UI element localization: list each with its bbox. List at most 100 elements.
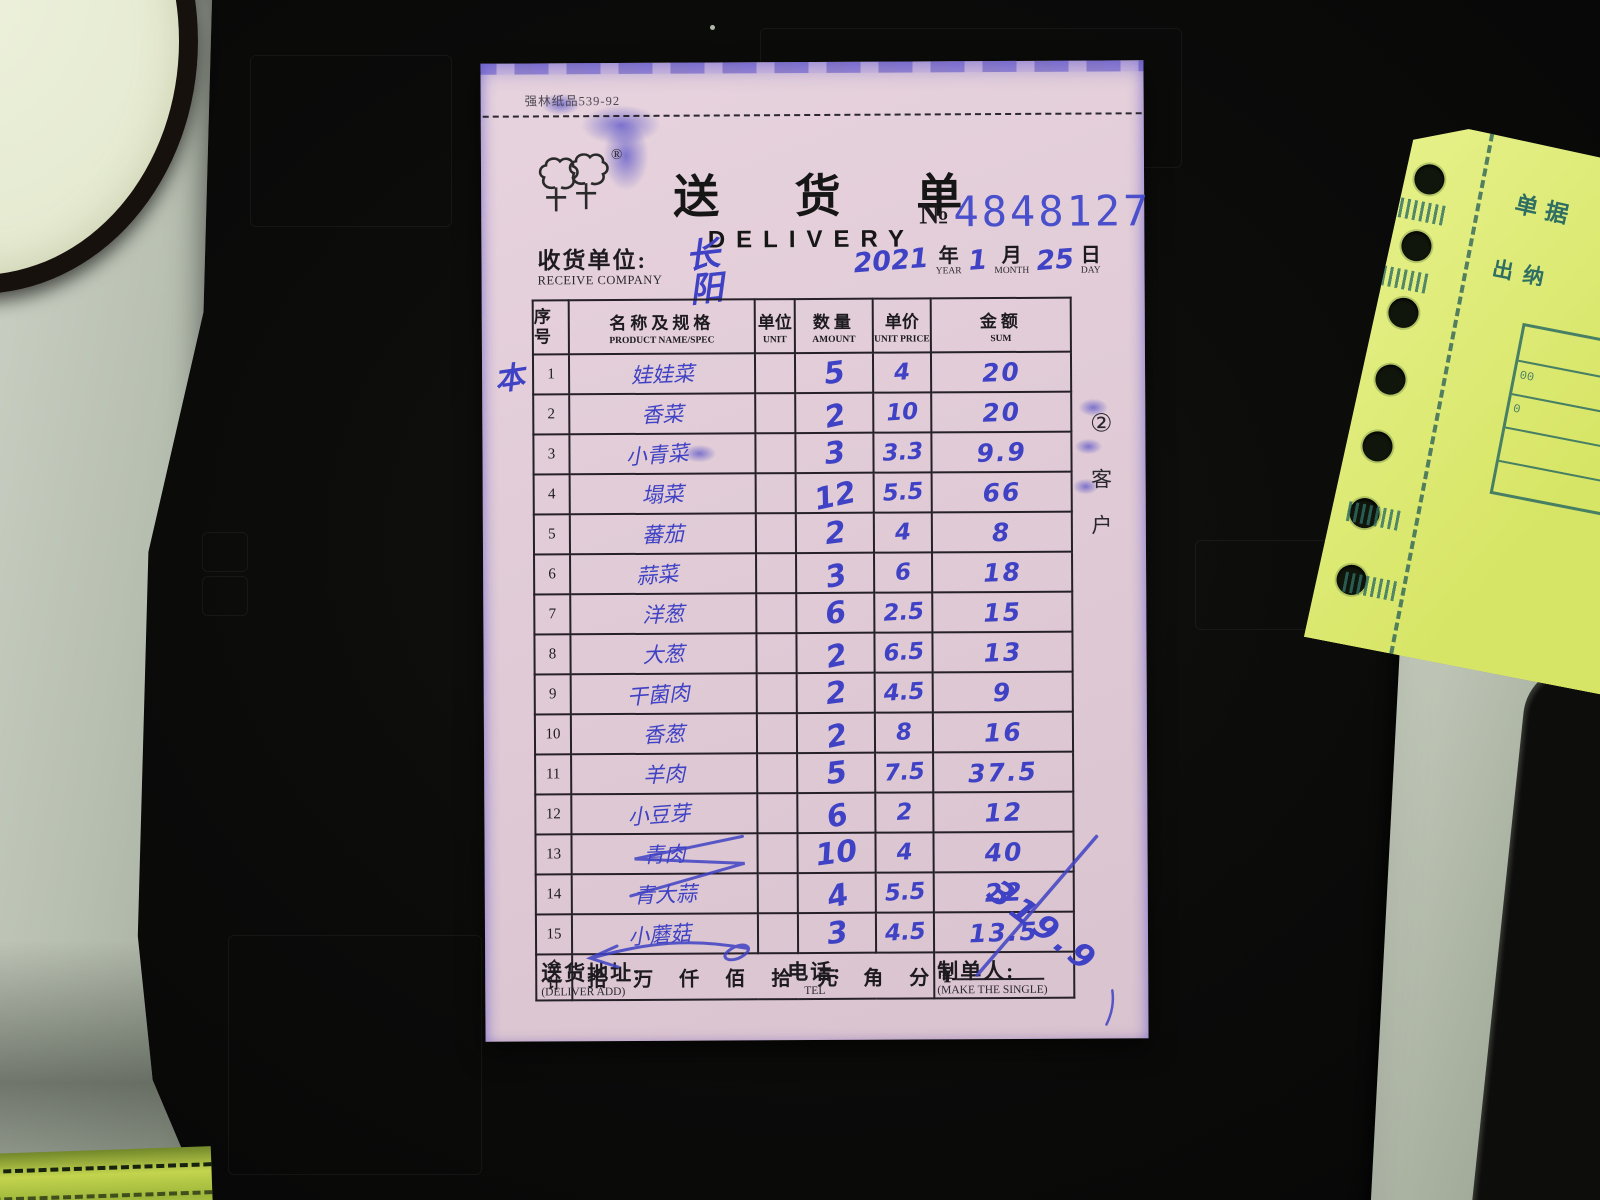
unit-price-cell: 3.3 — [873, 432, 932, 473]
unit-price-cell: 4 — [873, 512, 933, 553]
product-name-cell: 干菌肉 — [570, 673, 757, 715]
unit-price-cell: 7.5 — [875, 752, 934, 793]
amount-cell: 2 — [796, 632, 875, 675]
month-label-cn: 月 — [1001, 244, 1022, 267]
table-row: 11 羊肉 5 7.5 37.5 — [535, 751, 1074, 795]
table-row: 15 小蘑菇 3 4.5 13.5 — [535, 911, 1075, 955]
table-row: 12 小豆芽 6 2 12 — [535, 791, 1074, 835]
amount-cell: 2 — [795, 392, 874, 435]
amount-cell: 3 — [795, 432, 874, 474]
product-name-cell: 小蘑菇 — [571, 913, 759, 955]
slip-value: 00 — [1518, 368, 1536, 385]
unit-price-cell: 2.5 — [874, 592, 933, 633]
amount-cell: 2 — [796, 672, 875, 714]
col-header-price: 单价 UNIT PRICE — [872, 298, 931, 353]
slip-text-fragment: 单据 — [1512, 191, 1579, 230]
table-row: 9 干菌肉 2 4.5 9 — [534, 671, 1073, 715]
amount-cell: 3 — [797, 912, 877, 954]
unit-cell — [757, 833, 798, 874]
sum-cell: 16 — [932, 711, 1074, 753]
sum-cell: 20 — [930, 351, 1072, 393]
unit-price-cell: 4.5 — [875, 912, 935, 953]
day-label-en: DAY — [1080, 264, 1101, 276]
unit-cell — [756, 713, 798, 754]
number-value: 4848127 — [953, 186, 1152, 237]
amount-cell: 5 — [797, 752, 876, 794]
product-name-cell: 香菜 — [569, 393, 756, 435]
amount-cell: 5 — [794, 352, 874, 394]
copy-label: 客户 — [1091, 467, 1113, 538]
sum-cell: 12 — [933, 791, 1074, 833]
unit-price-cell: 5.5 — [875, 872, 934, 913]
unit-cell — [756, 553, 797, 594]
unit-cell — [757, 793, 798, 834]
slip-value: 0 — [1511, 401, 1522, 417]
unit-cell — [757, 753, 798, 794]
row-number-cell: 13 — [535, 834, 572, 875]
unit-cell — [755, 393, 796, 434]
row-number-cell: 4 — [533, 474, 570, 515]
number-prefix: № — [919, 197, 950, 231]
copy-note: ② 客户 — [1086, 408, 1117, 549]
table-row: 4 塌菜 12 5.5 66 — [533, 471, 1072, 517]
product-name-cell: 蕃茄 — [569, 513, 757, 555]
table-row: 8 大葱 2 6.5 13 — [534, 631, 1073, 675]
row-number-cell: 7 — [534, 594, 571, 635]
col-header-unit: 单位 UNIT — [754, 299, 795, 354]
punch-hole — [1373, 362, 1408, 397]
amount-cell: 2 — [795, 512, 875, 554]
amount-cell: 12 — [795, 472, 874, 517]
col-header-name: 名称及规格 PRODUCT NAME/SPEC — [568, 299, 755, 355]
green-form-edge — [0, 1146, 214, 1200]
slip-table-fragment: 00 0 — [1490, 323, 1600, 525]
product-name-cell: 塌菜 — [569, 473, 756, 515]
table-row: 6 蒜菜 3 6 18 — [534, 551, 1073, 595]
items-table-body: 1 娃娃菜 5 4 20 2 香菜 2 10 20 3 小青菜 3 3.3 9.9 4 塌菜 12 5.5 66 5 蕃茄… — [532, 351, 1075, 955]
row-number-cell: 2 — [533, 394, 570, 435]
col-header-index: 序号 — [532, 300, 569, 355]
punch-hole — [1386, 295, 1421, 330]
receiver-block: 收货单位: RECEIVE COMPANY 长阳 — [537, 234, 725, 311]
row-number-cell: 12 — [535, 794, 572, 835]
unit-price-cell: 10 — [873, 392, 932, 433]
sum-cell: 20 — [931, 391, 1072, 433]
form-footer: 送货地址: (DELIVER ADD) 电话: TEL 制单人: (MAKE THE … — [535, 958, 1095, 1024]
print-smudge — [1346, 501, 1403, 531]
registered-mark: ® — [610, 147, 623, 164]
year-label-cn: 年 — [938, 244, 959, 267]
row-number-cell: 15 — [535, 914, 573, 955]
sum-cell: 9.9 — [931, 431, 1072, 473]
table-row: 1 娃娃菜 5 4 20 — [532, 351, 1072, 395]
dust-speck — [710, 25, 715, 30]
unit-price-cell: 2 — [875, 792, 934, 833]
product-name-cell: 青肉 — [571, 833, 758, 875]
unit-price-cell: 4.5 — [874, 672, 933, 713]
copy-number: ② — [1090, 410, 1113, 438]
table-row: 7 洋葱 6 2.5 15 — [534, 591, 1073, 635]
sum-cell: 37.5 — [933, 751, 1074, 793]
ink-blob — [580, 104, 661, 146]
table-row: 2 香菜 2 10 20 — [533, 391, 1072, 435]
row-number-cell: 14 — [535, 874, 572, 915]
unit-cell — [755, 473, 796, 514]
mat-groove — [202, 532, 248, 572]
punch-hole — [1399, 229, 1434, 264]
sum-cell: 15 — [932, 591, 1073, 633]
punch-hole — [1412, 162, 1447, 197]
row-number-cell: 11 — [535, 754, 572, 795]
header-row: 序号 名称及规格 PRODUCT NAME/SPEC 单位 UNIT 数量 AMOUN… — [532, 297, 1071, 355]
product-name-cell: 大葱 — [570, 633, 757, 675]
paper-brand-code: 强林纸品539-92 — [524, 94, 621, 109]
receiver-label-cn: 收货单位: — [537, 247, 648, 274]
product-name-cell: 蒜菜 — [570, 553, 757, 595]
sum-cell: 13 — [932, 631, 1073, 673]
mat-groove — [202, 576, 248, 616]
unit-price-cell: 4 — [872, 352, 932, 393]
row-number-cell: 6 — [534, 554, 571, 595]
col-header-sum: 金额 SUM — [930, 297, 1071, 353]
mat-groove — [228, 935, 482, 1175]
table-row: 5 蕃茄 2 4 8 — [533, 511, 1073, 555]
sum-cell: 40 — [933, 831, 1074, 873]
product-name-cell: 小豆芽 — [571, 793, 758, 835]
maker-label: 制单人: (MAKE THE SINGLE) — [937, 958, 1048, 997]
